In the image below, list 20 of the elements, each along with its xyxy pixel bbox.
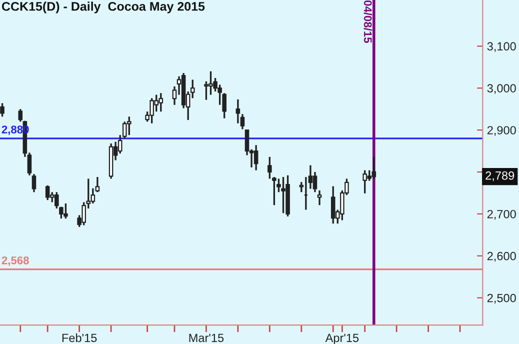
x-tick-label: Feb'15	[62, 333, 97, 342]
y-tick-label: 2,700	[487, 210, 516, 220]
candlestick	[317, 190, 322, 206]
y-tick-label: 3,100	[487, 42, 516, 52]
text: 2,789	[486, 171, 514, 182]
candlestick	[95, 176, 100, 193]
candlestick	[18, 108, 23, 122]
x-tick-label: Apr'15	[325, 334, 359, 344]
candlestick	[236, 98, 240, 124]
y-tick-label: 2,500	[487, 294, 516, 304]
ref-line-label: 2,568	[2, 256, 29, 266]
x-tick-label: Mar'15	[189, 334, 224, 342]
candlestick	[0, 102, 4, 118]
chart-title: CCK15(D) - Daily Cocoa May 2015	[2, 2, 205, 14]
y-tick-label: 3,000	[487, 84, 516, 94]
candlestick	[254, 144, 258, 172]
y-tick-label: 2,600	[487, 252, 516, 262]
y-tick-label: 2,900	[487, 126, 516, 136]
candlestick	[32, 173, 36, 193]
ref-line-label: 04/08/15	[364, 0, 372, 43]
